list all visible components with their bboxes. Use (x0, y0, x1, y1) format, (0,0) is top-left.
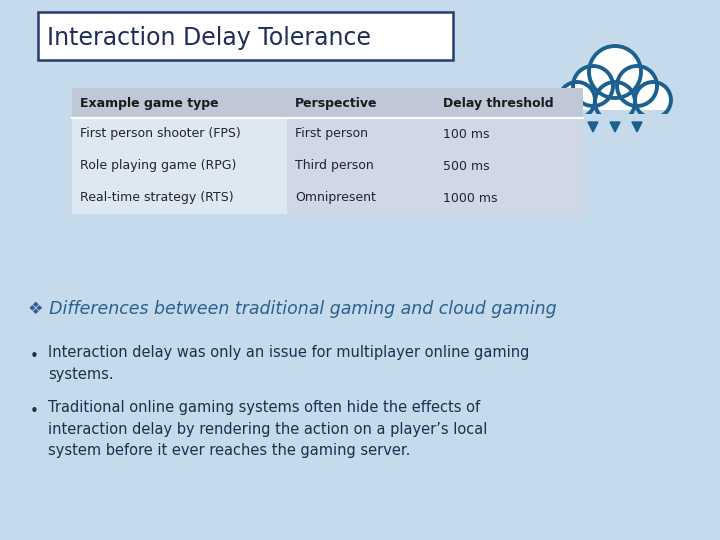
Text: Example game type: Example game type (80, 97, 219, 110)
Text: •: • (30, 404, 39, 419)
Circle shape (589, 46, 641, 98)
Circle shape (635, 82, 671, 118)
FancyBboxPatch shape (72, 88, 583, 118)
Text: Role playing game (RPG): Role playing game (RPG) (80, 159, 236, 172)
FancyBboxPatch shape (38, 12, 453, 60)
Text: Third person: Third person (295, 159, 374, 172)
Circle shape (617, 66, 657, 106)
Text: Real-time strategy (RTS): Real-time strategy (RTS) (80, 192, 233, 205)
Text: Delay threshold: Delay threshold (443, 97, 554, 110)
FancyBboxPatch shape (553, 114, 677, 154)
FancyBboxPatch shape (72, 118, 287, 214)
Text: Omnipresent: Omnipresent (295, 192, 376, 205)
Text: 500 ms: 500 ms (443, 159, 490, 172)
Polygon shape (610, 122, 620, 132)
Circle shape (573, 66, 613, 106)
Polygon shape (632, 122, 642, 132)
Polygon shape (588, 122, 598, 132)
Text: Perspective: Perspective (295, 97, 377, 110)
Text: First person shooter (FPS): First person shooter (FPS) (80, 127, 240, 140)
Text: 100 ms: 100 ms (443, 127, 490, 140)
Text: Interaction Delay Tolerance: Interaction Delay Tolerance (47, 26, 371, 50)
FancyBboxPatch shape (287, 118, 583, 214)
Text: First person: First person (295, 127, 368, 140)
Text: ❖ Differences between traditional gaming and cloud gaming: ❖ Differences between traditional gaming… (28, 300, 557, 318)
Circle shape (559, 82, 595, 118)
Text: 1000 ms: 1000 ms (443, 192, 498, 205)
Circle shape (595, 82, 635, 122)
FancyBboxPatch shape (555, 110, 675, 150)
Text: Traditional online gaming systems often hide the effects of
interaction delay by: Traditional online gaming systems often … (48, 400, 487, 458)
Text: •: • (30, 349, 39, 364)
Text: Interaction delay was only an issue for multiplayer online gaming
systems.: Interaction delay was only an issue for … (48, 345, 529, 382)
